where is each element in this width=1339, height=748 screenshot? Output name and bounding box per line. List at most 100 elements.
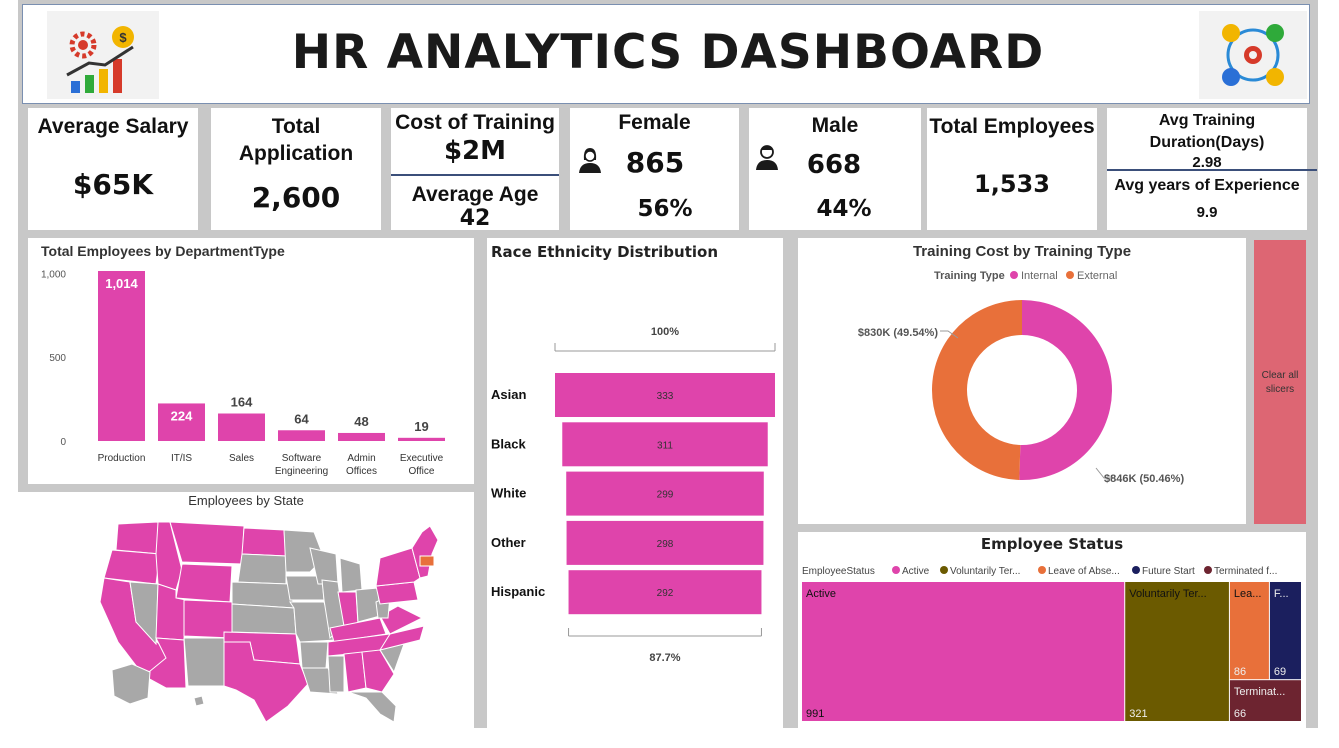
legend-label: Terminated f... <box>1214 566 1277 577</box>
race-category-label: Black <box>491 436 526 451</box>
kpi-total-employees: Total Employees 1,533 <box>927 108 1097 230</box>
team-network-gear-icon <box>1199 11 1307 99</box>
legend-marker <box>892 566 900 574</box>
race-bar-asian <box>555 373 775 417</box>
kpi-label-line2: Application <box>238 142 354 165</box>
kpi-label-line1: Total <box>271 115 321 138</box>
training-cost-donut: Training Type Internal External $846K (50.4… <box>858 270 1185 485</box>
category-label: Engineering <box>275 466 328 477</box>
header: $ HR ANALYTICS DASHBOARD <box>22 4 1310 104</box>
legend-marker <box>1010 271 1018 279</box>
analytics-gears-chart-icon: $ <box>47 11 159 99</box>
kpi-label: Total Employees <box>929 115 1095 138</box>
avg-experience-label: Avg years of Experience <box>1114 177 1300 194</box>
svg-text:$: $ <box>119 30 127 45</box>
treemap-tile-label: Active <box>806 588 836 600</box>
male-percent: 44% <box>816 196 872 222</box>
kpi-value: 1,533 <box>974 170 1050 198</box>
category-label: Office <box>409 466 435 477</box>
race-category-label: Other <box>491 535 526 550</box>
state-washington <box>115 521 161 555</box>
average-age-label: Average Age <box>411 183 539 206</box>
state-kansas <box>231 603 297 635</box>
state-hawaii <box>193 695 205 707</box>
treemap-tile-value: 991 <box>806 708 824 720</box>
state-map-panel: Employees by State <box>18 492 474 728</box>
male-person-icon <box>752 141 782 171</box>
legend-title: EmployeeStatus <box>802 566 875 577</box>
bar-it-is <box>158 403 205 441</box>
bar-value-label: 64 <box>294 411 309 426</box>
state-new-mexico <box>183 637 225 687</box>
kpi-male: Male 668 44% <box>749 108 921 230</box>
divider <box>391 174 559 176</box>
category-label: Offices <box>346 466 377 477</box>
state-north-carolina <box>378 625 425 651</box>
bar-software-engineering <box>278 430 325 441</box>
category-label: Executive <box>400 453 444 464</box>
bar-sales <box>218 413 265 441</box>
y-tick-label: 0 <box>60 437 66 448</box>
donut-slice-external <box>931 300 1022 480</box>
clear-slicers-button[interactable]: Clear all slicers <box>1254 240 1306 524</box>
category-label: Sales <box>229 453 254 464</box>
treemap-tile-value: 321 <box>1129 708 1147 720</box>
chart-title: Race Ethnicity Distribution <box>491 243 719 261</box>
race-category-label: Hispanic <box>491 584 545 599</box>
legend-label: Internal <box>1021 270 1058 282</box>
bar-value-label: 19 <box>414 419 428 434</box>
average-age-value: 42 <box>459 206 491 231</box>
bar-value-label: 48 <box>354 414 368 429</box>
employee-status-treemap: EmployeeStatus Active Voluntarily Ter... Le… <box>802 566 1301 721</box>
race-bar-value: 298 <box>657 539 674 550</box>
race-chart-panel: Race Ethnicity Distribution 100% 333 Asian… <box>487 238 783 728</box>
page-title: HR ANALYTICS DASHBOARD <box>291 25 1045 80</box>
state-north-dakota <box>241 527 287 557</box>
treemap-tile-future-start <box>1269 582 1301 680</box>
category-label: IT/IS <box>171 453 192 464</box>
funnel-bottom-label: 87.7% <box>649 652 680 664</box>
state-new-england <box>411 525 439 579</box>
treemap-tile-value: 69 <box>1274 666 1286 678</box>
funnel-top-bracket <box>554 343 776 352</box>
legend-marker <box>1066 271 1074 279</box>
treemap-tile-leave-of-absence <box>1229 582 1269 680</box>
treemap-tile-label: Terminat... <box>1234 686 1285 698</box>
clear-slicers-label-line1: Clear all <box>1261 370 1299 381</box>
race-bar-other <box>566 520 764 565</box>
kpi-cost-of-training: Cost of Training $2M Average Age 42 <box>391 108 559 231</box>
kpi-value: 2,600 <box>251 181 341 214</box>
race-bar-white <box>566 471 764 516</box>
treemap-tile-terminated-for-cause <box>1229 680 1301 721</box>
funnel-top-label: 100% <box>651 326 679 338</box>
kpi-average-salary: Average Salary $65K <box>28 108 198 230</box>
female-person-icon <box>575 144 605 174</box>
race-bar-value: 333 <box>657 391 674 402</box>
legend-marker <box>1038 566 1046 574</box>
state-new-york <box>375 547 421 587</box>
female-count: 865 <box>625 146 685 179</box>
category-label: Production <box>98 453 146 464</box>
divider <box>1107 169 1317 171</box>
male-count: 668 <box>806 150 862 180</box>
treemap-tile-label: Lea... <box>1234 588 1262 600</box>
state-arkansas <box>299 641 329 669</box>
kpi-value: $65K <box>72 168 154 201</box>
bar-value-label: 164 <box>231 395 253 410</box>
state-south-dakota <box>237 553 287 585</box>
chart-title: Employee Status <box>980 535 1124 553</box>
treemap-tile-voluntarily-terminated <box>1125 582 1229 721</box>
state-nevada <box>129 581 159 646</box>
female-percent: 56% <box>637 196 693 222</box>
state-montana <box>169 521 245 565</box>
chart-title: Training Cost by Training Type <box>912 243 1132 260</box>
bar-executive-office <box>398 437 445 441</box>
legend-marker <box>940 566 948 574</box>
treemap-tile-label: Voluntarily Ter... <box>1129 588 1206 600</box>
race-category-label: Asian <box>491 387 526 402</box>
funnel-bottom-bracket <box>568 628 762 637</box>
race-bar-chart: 100% 333 Asian 311 Black 299 White 298 Other 292 H… <box>491 326 776 664</box>
race-category-label: White <box>491 486 526 501</box>
leader-line <box>1095 467 1112 479</box>
kpi-female: Female 865 56% <box>570 108 739 230</box>
